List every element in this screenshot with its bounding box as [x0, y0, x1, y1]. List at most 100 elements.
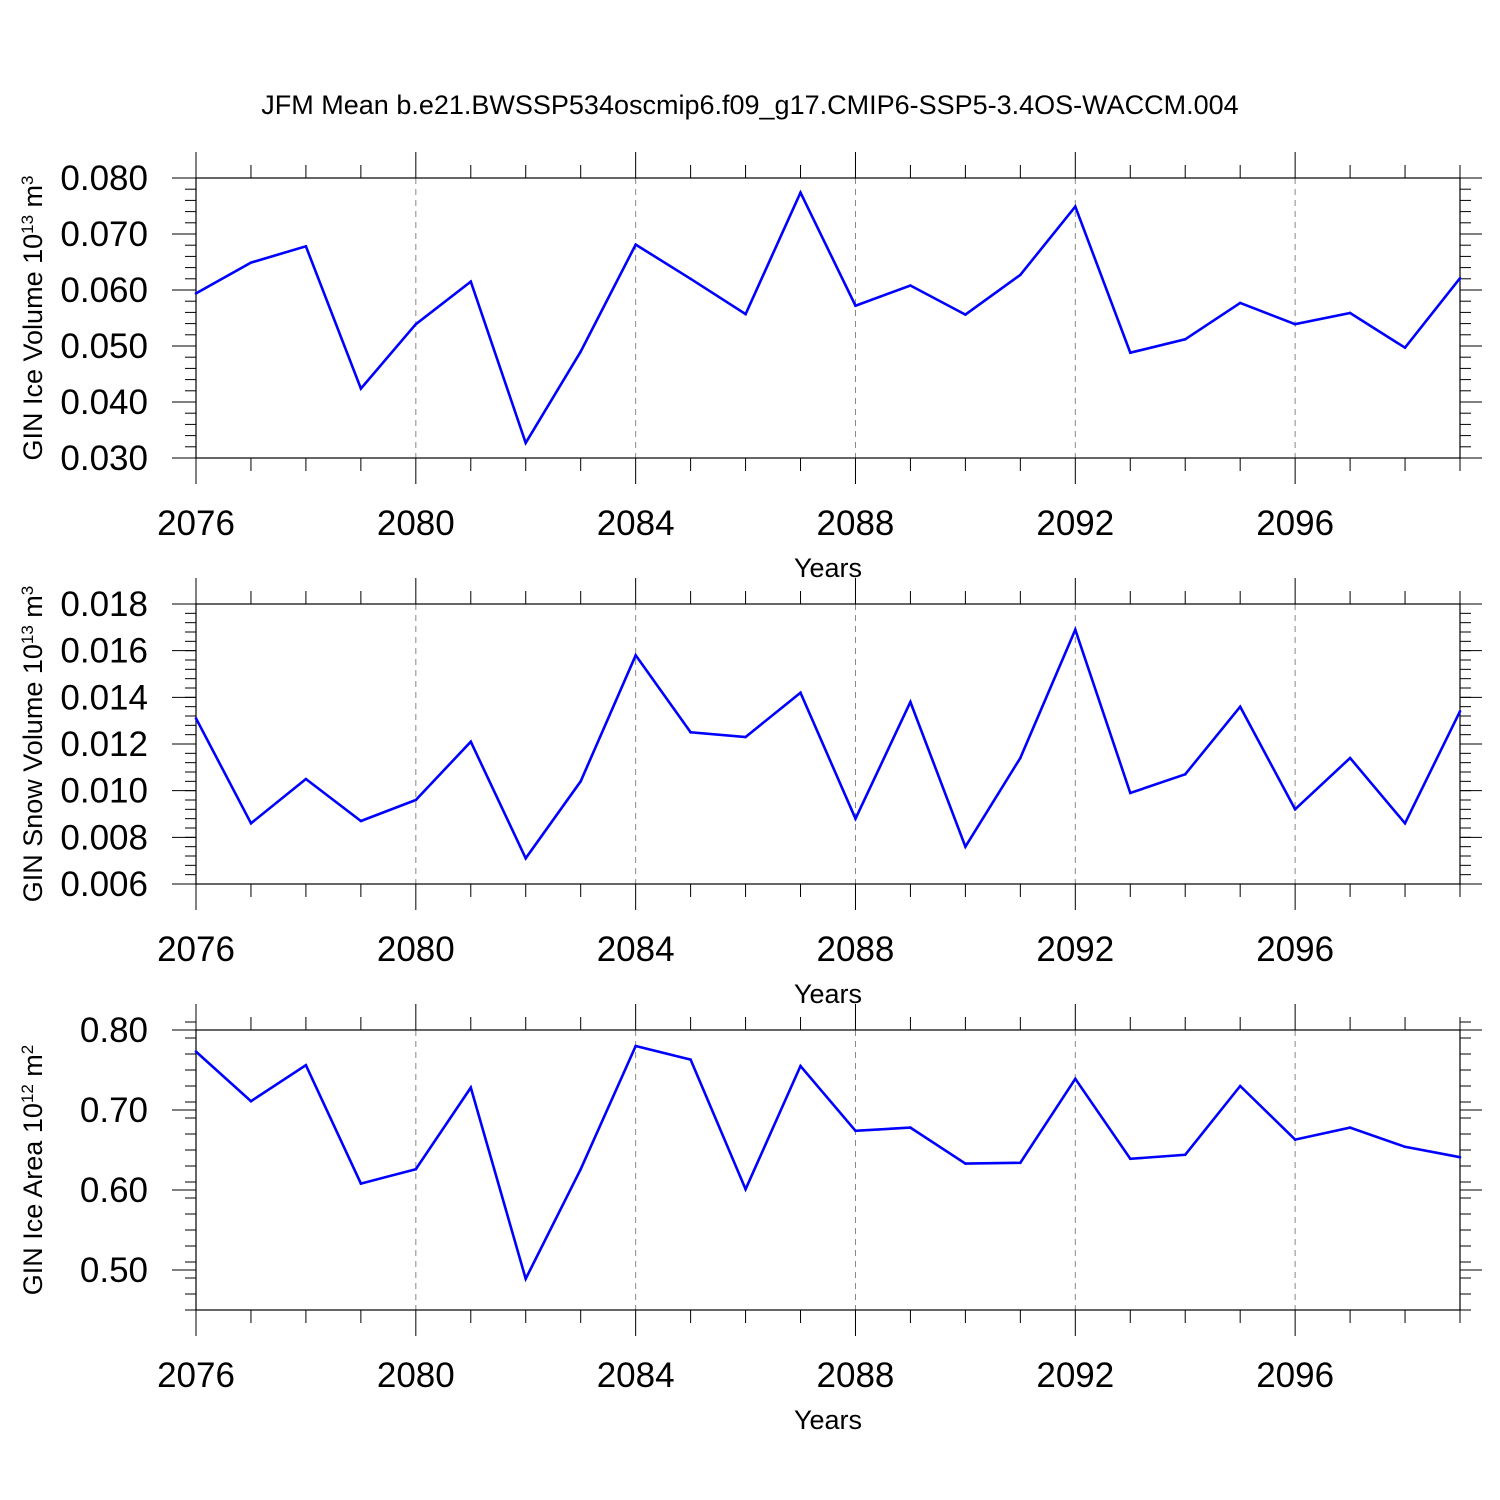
- x-tick-label: 2084: [597, 1356, 675, 1395]
- x-tick-label: 2076: [157, 930, 235, 969]
- y-axis-title-exponent: 3: [18, 175, 37, 184]
- y-tick-label: 0.040: [60, 383, 148, 422]
- data-point: [359, 819, 363, 823]
- data-point: [964, 845, 967, 848]
- y-tick-label: 0.010: [60, 772, 148, 811]
- data-point: [1128, 1157, 1132, 1161]
- y-tick-label: 0.080: [60, 159, 148, 198]
- y-axis-title-exponent: 3: [18, 586, 37, 595]
- y-axis-title-text: GIN Ice Volume 10: [18, 234, 48, 461]
- x-tick-label: 2088: [817, 930, 895, 969]
- x-tick-label: 2076: [157, 1356, 235, 1395]
- y-axis-title-text: GIN Snow Volume 10: [18, 644, 48, 902]
- y-tick-label: 0.050: [60, 327, 148, 366]
- data-point: [799, 691, 802, 694]
- y-tick-label: 0.016: [60, 632, 148, 671]
- x-tick-label: 2084: [597, 930, 675, 969]
- data-point: [1348, 756, 1352, 760]
- data-point: [634, 1044, 637, 1048]
- data-point: [469, 280, 473, 283]
- data-point: [744, 1187, 747, 1191]
- data-point: [1183, 1153, 1187, 1157]
- data-point: [1293, 1138, 1297, 1141]
- data-point: [194, 717, 198, 720]
- data-point: [304, 245, 308, 248]
- y-tick-label: 0.006: [60, 865, 148, 904]
- data-point: [524, 441, 528, 445]
- y-tick-label: 0.008: [60, 818, 148, 857]
- data-point: [1183, 337, 1187, 341]
- data-point: [1238, 705, 1242, 708]
- y-axis-title: GIN Snow Volume 1013 m3: [18, 586, 49, 903]
- data-point: [304, 1063, 308, 1067]
- x-tick-label: 2092: [1036, 1356, 1114, 1395]
- chart-panel-3: 0.50 0.60 0.70 0.80 2076 2080 2084 2088 2092 2096…: [18, 1004, 1482, 1435]
- x-tick-label: 2088: [817, 1356, 895, 1395]
- data-point: [964, 313, 967, 316]
- data-point: [1403, 346, 1407, 349]
- x-axis-title: Years: [794, 1405, 862, 1435]
- y-axis-title-exponent: 13: [18, 215, 37, 234]
- data-point: [744, 312, 747, 316]
- x-tick-label: 2080: [377, 504, 455, 543]
- data-point: [689, 277, 692, 281]
- y-tick-label: 0.014: [60, 678, 148, 717]
- data-point: [249, 261, 253, 264]
- data-point: [524, 1277, 528, 1281]
- data-point: [854, 304, 857, 307]
- data-point: [689, 1058, 692, 1061]
- data-point: [359, 387, 363, 390]
- y-axis-title-text: m: [18, 1054, 48, 1084]
- data-point: [689, 731, 692, 734]
- x-tick-label: 2092: [1036, 930, 1114, 969]
- data-point: [304, 777, 308, 781]
- chart-panel-2: 0.006 0.008 0.010 0.012 0.014 0.016 0.018 2076 2…: [18, 578, 1482, 1009]
- y-tick-label: 0.80: [80, 1011, 148, 1050]
- plot-frame: [195, 177, 1461, 459]
- data-point: [1293, 322, 1297, 326]
- data-point: [194, 1050, 198, 1053]
- y-tick-label: 0.60: [80, 1171, 148, 1210]
- data-point: [854, 1129, 857, 1133]
- data-point: [194, 292, 198, 295]
- data-point: [744, 735, 747, 739]
- data-point: [799, 1064, 802, 1068]
- data-point: [1128, 351, 1132, 355]
- data-point: [964, 1162, 967, 1165]
- y-tick-label: 0.50: [80, 1251, 148, 1290]
- y-tick-label: 0.030: [60, 439, 148, 478]
- data-point: [414, 1167, 418, 1171]
- y-tick-label: 0.012: [60, 725, 148, 764]
- data-point: [524, 857, 528, 860]
- y-axis-title-exponent: 2: [18, 1045, 37, 1054]
- y-axis-title-exponent: 12: [18, 1084, 37, 1103]
- data-point: [1458, 1155, 1462, 1159]
- y-axis-title-text: GIN Ice Area 10: [18, 1103, 48, 1295]
- data-point: [1183, 773, 1187, 776]
- figure-title: JFM Mean b.e21.BWSSP534oscmip6.f09_g17.C…: [261, 90, 1238, 120]
- data-point: [249, 1099, 253, 1103]
- data-point: [1074, 1077, 1077, 1081]
- series-line: [194, 626, 1462, 861]
- data-point: [1403, 1145, 1407, 1149]
- x-tick-label: 2076: [157, 504, 235, 543]
- data-point: [634, 243, 637, 246]
- y-axis-title-text: m: [18, 185, 48, 215]
- series-line: [195, 189, 1462, 446]
- data-point: [799, 191, 802, 194]
- x-axis-title: Years: [794, 979, 862, 1009]
- x-tick-label: 2084: [597, 504, 675, 543]
- y-axis-title: GIN Ice Area 1012 m2: [18, 1045, 49, 1296]
- data-point: [249, 822, 253, 825]
- x-tick-label: 2096: [1256, 1356, 1334, 1395]
- data-point: [1019, 756, 1022, 760]
- data-point: [1238, 1084, 1242, 1088]
- y-axis-title-exponent: 13: [18, 625, 37, 644]
- y-tick-label: 0.018: [60, 585, 148, 624]
- data-point: [1293, 808, 1297, 811]
- data-point: [1074, 628, 1077, 631]
- data-point: [1074, 205, 1077, 208]
